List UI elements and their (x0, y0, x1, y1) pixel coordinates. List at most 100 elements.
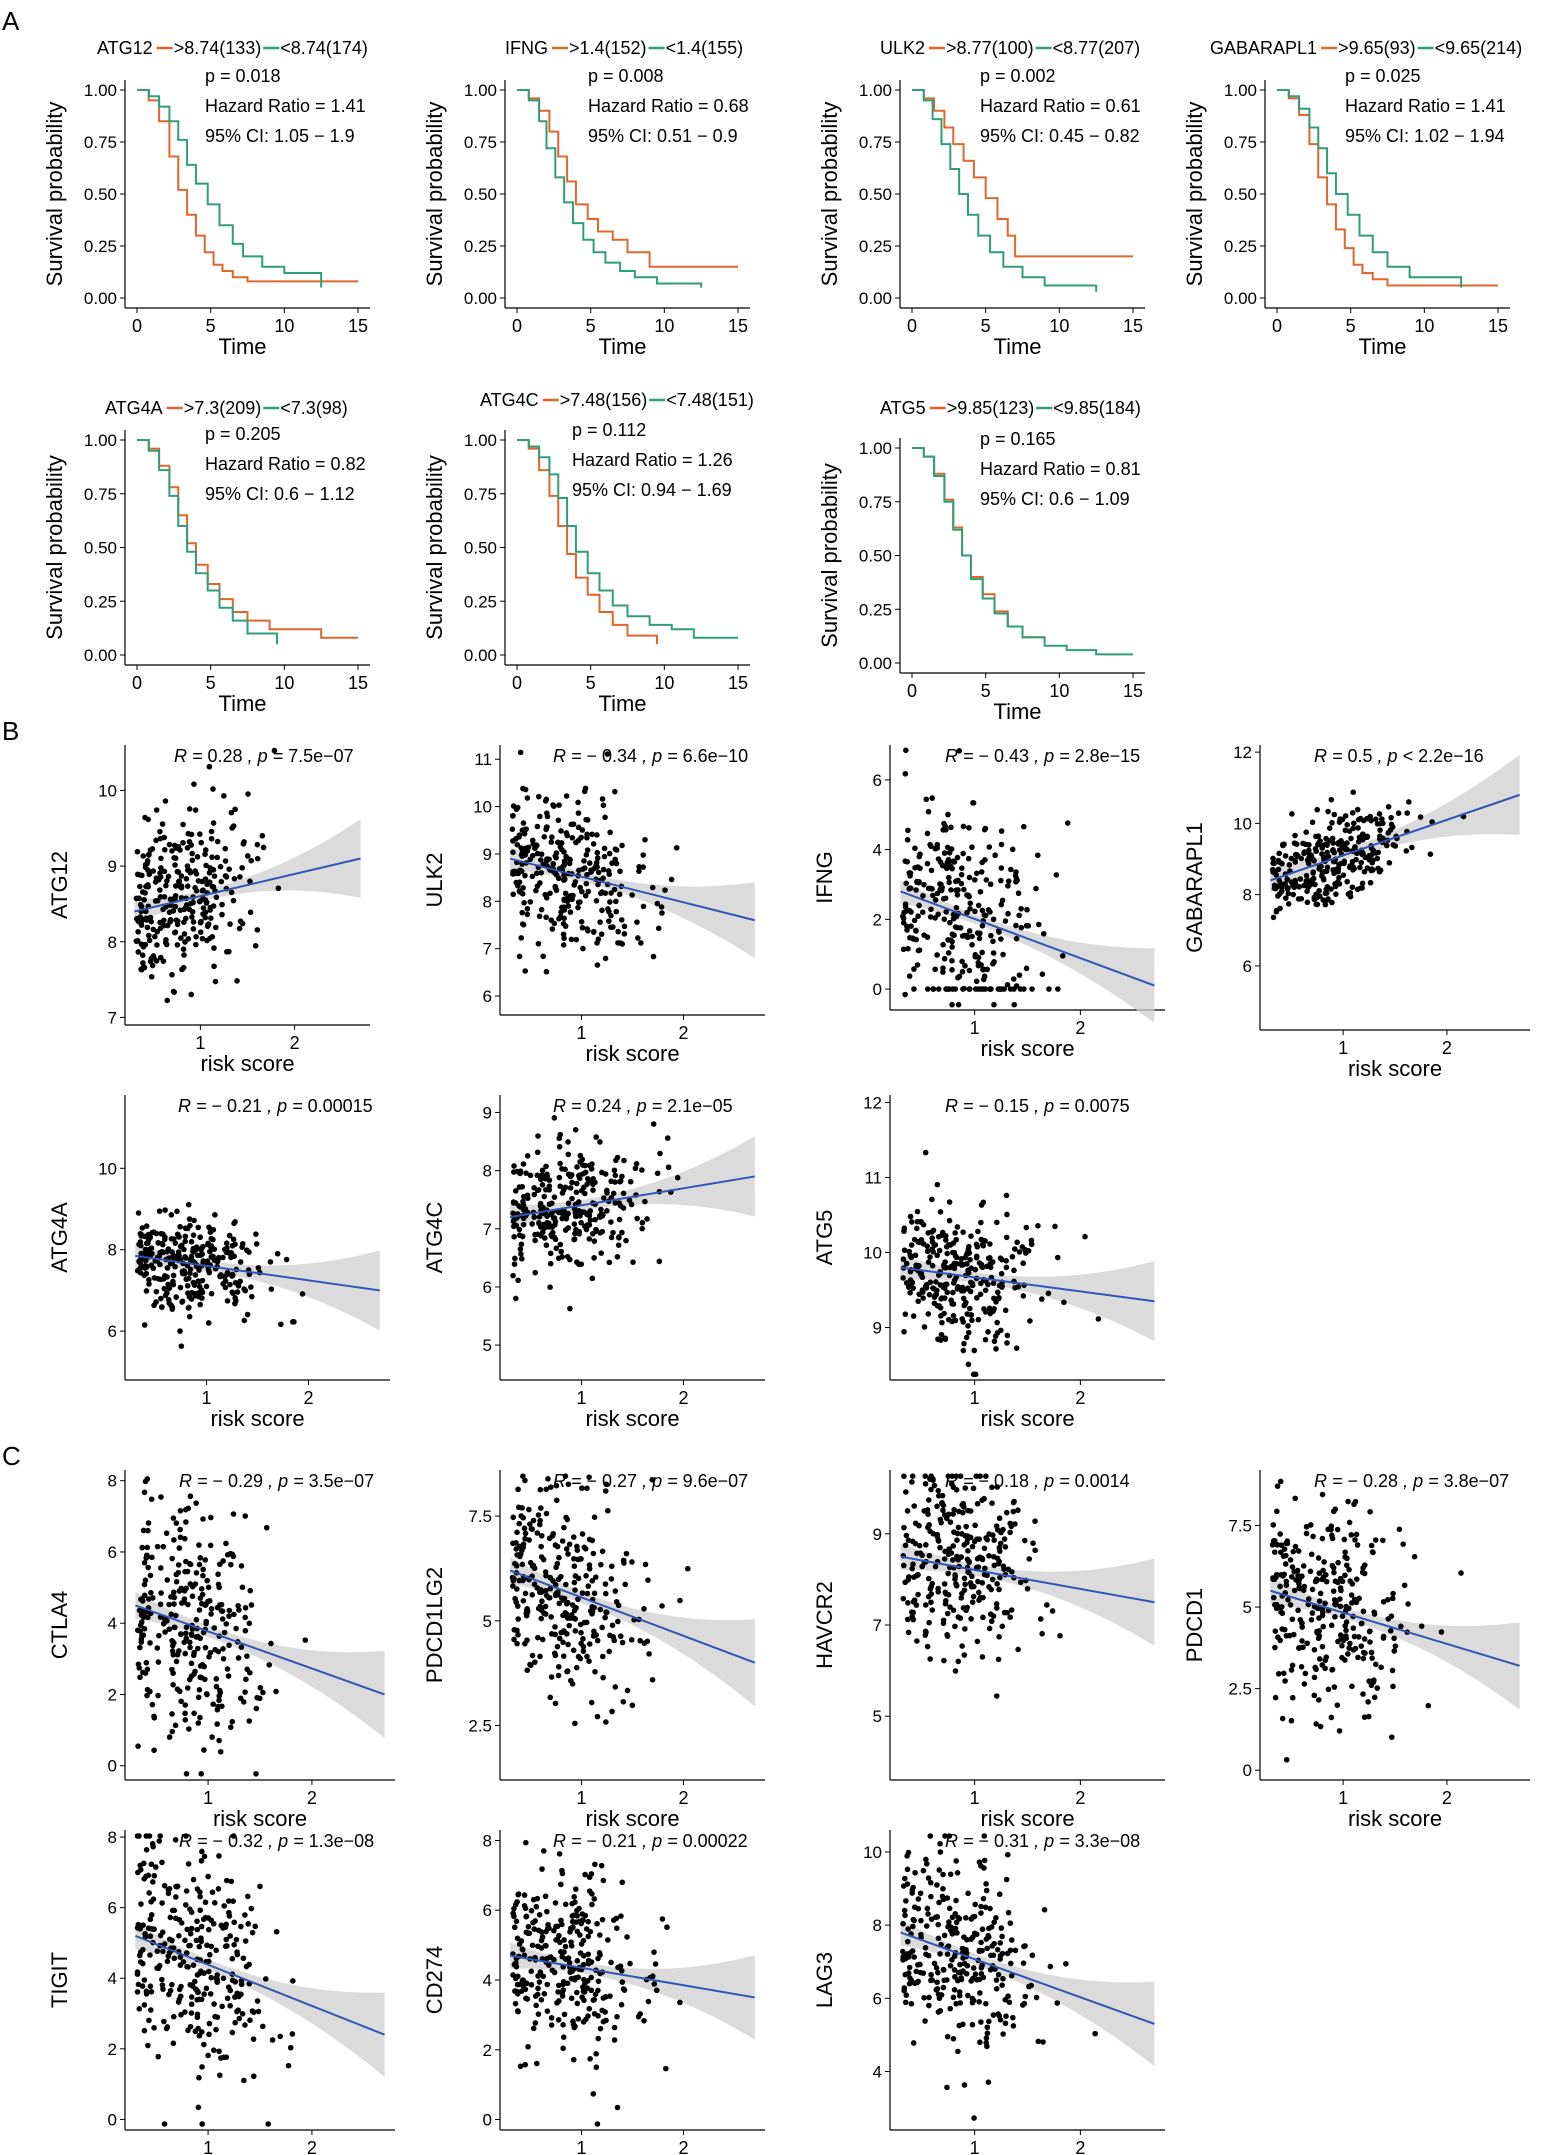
data-point (164, 877, 170, 884)
data-point (195, 2104, 202, 2111)
data-point (211, 2047, 217, 2053)
data-point (1296, 884, 1303, 890)
data-point (1337, 1596, 1343, 1602)
data-point (154, 942, 160, 948)
data-point (160, 1620, 167, 1627)
data-point (974, 1500, 981, 1507)
data-point (915, 1896, 922, 1902)
data-point (192, 2028, 199, 2035)
regression-line (509, 1569, 756, 1664)
data-point (593, 2064, 600, 2071)
data-point (183, 1624, 190, 1631)
data-point (618, 2001, 625, 2008)
data-point (571, 1894, 577, 1900)
data-point (236, 925, 243, 932)
data-point (224, 1666, 231, 1672)
data-point (546, 1535, 553, 1542)
data-point (972, 986, 979, 992)
data-point (1303, 1530, 1310, 1537)
data-point (604, 1207, 610, 1214)
data-point (168, 1611, 175, 1618)
data-point (979, 859, 985, 866)
data-point (970, 800, 977, 806)
data-point (589, 831, 595, 838)
data-point (555, 817, 562, 824)
data-point (1271, 1576, 1278, 1583)
data-point (1335, 868, 1342, 875)
data-point (923, 1284, 930, 1291)
data-point (934, 1914, 941, 1920)
data-point (231, 1919, 238, 1926)
data-point (994, 1581, 1000, 1587)
y-axis-title: ATG5 (812, 1210, 837, 1266)
data-point (591, 2010, 598, 2017)
stat-mid: , p = (263, 1471, 309, 1491)
data-point (229, 1242, 236, 1249)
data-point (1006, 1999, 1013, 2006)
data-point (199, 2121, 205, 2127)
stat-line: 95% CI: 0.94 − 1.69 (572, 480, 732, 500)
data-point (991, 1295, 997, 1302)
data-point (143, 883, 149, 890)
panel-label-c: C (2, 1441, 21, 1471)
data-point (1003, 1509, 1010, 1516)
data-point (560, 1978, 567, 1985)
data-point (1336, 847, 1343, 853)
data-point (955, 1658, 962, 1665)
data-point (973, 1254, 980, 1261)
data-point (182, 1568, 188, 1575)
data-point (510, 1514, 517, 1521)
data-point (968, 1978, 974, 1984)
data-point (548, 1674, 555, 1680)
data-point (183, 1950, 190, 1956)
data-point (566, 860, 573, 867)
data-point (560, 920, 567, 927)
data-point (198, 1858, 205, 1864)
data-point (1309, 1610, 1316, 1616)
data-point (244, 1311, 251, 1318)
data-point (566, 1256, 573, 1263)
data-point (541, 1221, 547, 1228)
data-point (1005, 1909, 1012, 1916)
data-point (1289, 1574, 1295, 1580)
data-point (1329, 847, 1336, 854)
data-point (978, 2019, 984, 2025)
data-point (984, 2030, 991, 2037)
data-point (959, 1643, 965, 1649)
data-point (197, 1714, 203, 1721)
data-point (222, 845, 229, 852)
y-axis-title: Survival probability (1182, 102, 1207, 287)
data-point (953, 1919, 960, 1926)
data-point (182, 1717, 189, 1723)
data-point (201, 1991, 207, 1997)
data-point (1298, 1663, 1305, 1670)
data-point (575, 1575, 582, 1582)
data-point (517, 1246, 524, 1252)
data-point (158, 1590, 164, 1596)
data-point (1354, 1542, 1361, 1548)
data-point (954, 892, 961, 898)
data-point (150, 1843, 156, 1850)
data-point (1016, 912, 1022, 919)
data-point (909, 1479, 915, 1485)
data-point (237, 918, 244, 925)
data-point (1387, 1628, 1394, 1634)
data-point (137, 1270, 144, 1276)
data-point (551, 1927, 557, 1934)
data-point (149, 1701, 156, 1708)
data-point (184, 1926, 190, 1933)
data-point (209, 854, 215, 860)
data-point (1357, 864, 1363, 871)
data-point (1054, 2000, 1061, 2006)
data-point (214, 1972, 221, 1978)
data-point (214, 1976, 220, 1983)
data-point (953, 887, 960, 894)
data-point (571, 1563, 578, 1569)
data-point (922, 1628, 929, 1635)
y-tick-label: 2 (108, 1685, 117, 1704)
data-point (1025, 1248, 1032, 1254)
data-point (188, 1994, 195, 2000)
data-point (1323, 835, 1329, 842)
data-point (137, 1622, 144, 1629)
data-point (951, 1953, 958, 1960)
